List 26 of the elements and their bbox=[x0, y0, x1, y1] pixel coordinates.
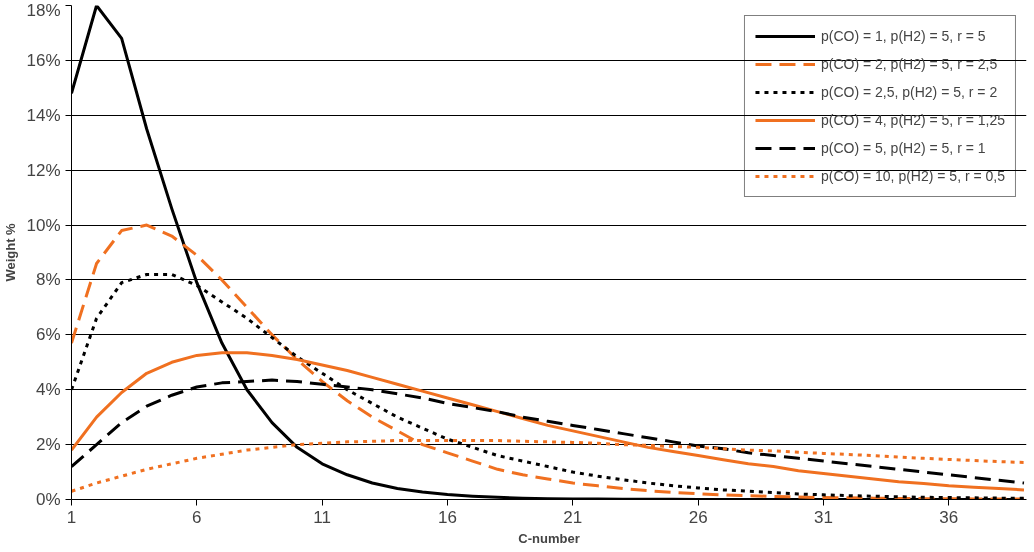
x-tick-label: 16 bbox=[438, 507, 457, 527]
y-tick-label: 4% bbox=[35, 380, 61, 400]
y-tick-label: 8% bbox=[35, 270, 61, 290]
x-tick-label: 26 bbox=[688, 507, 708, 527]
legend-label: p(CO) = 2, p(H2) = 5, r = 2,5 bbox=[820, 56, 998, 72]
legend-label: p(CO) = 5, p(H2) = 5, r = 1 bbox=[820, 140, 986, 156]
y-tick-label: 16% bbox=[26, 50, 61, 70]
x-tick-label: 36 bbox=[939, 507, 959, 527]
y-tick-label: 14% bbox=[26, 105, 61, 125]
x-axis-title: C-number bbox=[518, 530, 580, 546]
y-tick-label: 0% bbox=[35, 490, 61, 509]
x-tick-label: 31 bbox=[814, 507, 833, 527]
x-tick-label: 1 bbox=[66, 507, 77, 527]
x-tick-label: 11 bbox=[313, 507, 331, 527]
y-tick-label: 12% bbox=[26, 160, 61, 180]
legend-label: p(CO) = 1, p(H2) = 5, r = 5 bbox=[820, 28, 986, 44]
x-tick-label: 6 bbox=[192, 507, 202, 527]
y-tick-label: 6% bbox=[35, 325, 61, 345]
y-tick-label: 18% bbox=[26, 0, 61, 20]
legend-label: p(CO) = 10, p(H2) = 5, r = 0,5 bbox=[820, 168, 1005, 184]
y-tick-label: 2% bbox=[35, 435, 61, 455]
legend-label: p(CO) = 4, p(H2) = 5, r = 1,25 bbox=[820, 112, 1005, 128]
y-tick-label: 10% bbox=[26, 215, 61, 235]
x-tick-label: 21 bbox=[563, 507, 583, 527]
y-axis-title: Weight % bbox=[3, 222, 19, 282]
legend-label: p(CO) = 2,5, p(H2) = 5, r = 2 bbox=[820, 84, 998, 100]
